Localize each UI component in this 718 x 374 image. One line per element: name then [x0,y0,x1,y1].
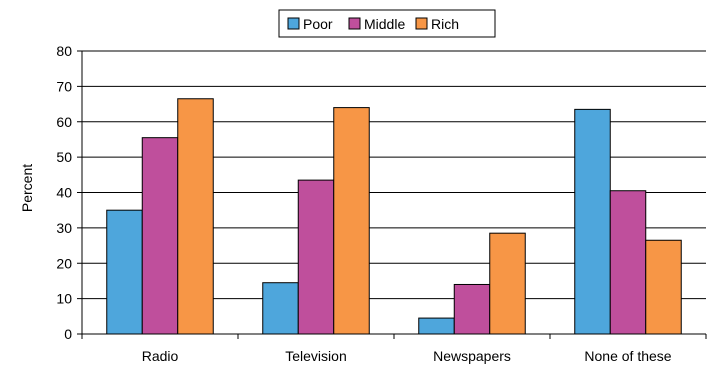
y-tick-label: 50 [56,149,72,165]
x-tick-label: None of these [584,348,671,364]
bar-middle-1 [297,179,335,335]
y-tick-label: 0 [64,326,72,342]
y-tick-label: 80 [56,43,72,59]
bar-rich-3 [645,239,682,335]
x-tick-label: Radio [142,348,179,364]
legend: Poor Middle Rich [278,9,496,38]
legend-label-rich: Rich [431,16,459,32]
bar-poor-1 [262,282,299,335]
bars [106,98,682,335]
x-tick-label: Television [285,348,346,364]
bar-poor-2 [418,317,455,335]
bar-middle-0 [141,137,179,335]
bar-poor-3 [574,108,611,335]
axes [77,50,707,339]
legend-swatch-middle [348,17,361,30]
y-tick-labels: 0 10 20 30 40 50 60 70 80 [56,43,72,342]
legend-box [278,9,496,38]
y-tick-label: 60 [56,114,72,130]
y-axis-label: Percent [19,164,35,212]
bar-rich-1 [333,107,370,335]
x-tick-label: Newspapers [433,348,511,364]
bar-poor-0 [106,209,143,335]
y-tick-label: 40 [56,185,72,201]
legend-swatch-poor [287,17,300,30]
legend-label-middle: Middle [364,16,405,32]
y-tick-label: 70 [56,78,72,94]
legend-label-poor: Poor [303,16,333,32]
bar-rich-0 [177,98,214,335]
x-tick-labels: Radio Television Newspapers None of these [142,348,672,364]
y-tick-label: 30 [56,220,72,236]
legend-swatch-rich [415,17,428,30]
bar-rich-2 [489,232,526,335]
bar-middle-3 [609,190,647,335]
y-tick-label: 20 [56,255,72,271]
bar-middle-2 [453,283,491,335]
y-tick-label: 10 [56,291,72,307]
